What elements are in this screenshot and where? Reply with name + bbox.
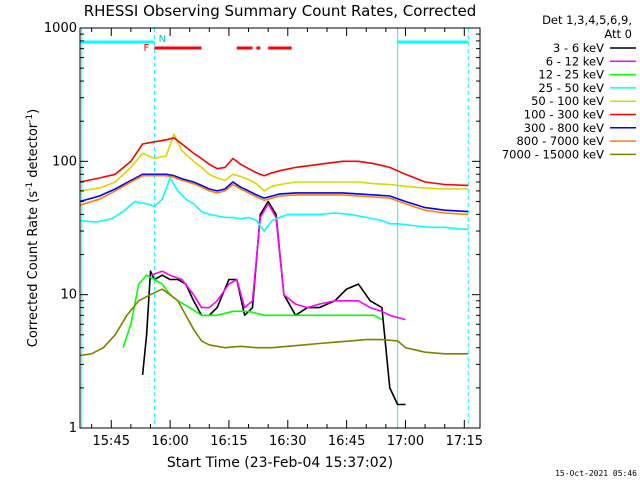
x-tick-label-5: 17:00: [387, 434, 424, 449]
y-tick-label-2: 100: [52, 154, 77, 169]
legend-label-4: 50 - 100 keV: [531, 94, 604, 108]
series-line-8: [79, 288, 469, 357]
series-line-6: [79, 173, 469, 213]
y-tick-label-1: 10: [60, 288, 77, 303]
legend-label-1: 6 - 12 keV: [546, 54, 604, 68]
legend-label-5: 100 - 300 keV: [524, 108, 604, 122]
plot-frame: [79, 27, 481, 429]
legend-label-0: 3 - 6 keV: [553, 41, 604, 55]
x-tick-label-3: 16:30: [269, 434, 306, 449]
chart-title: RHESSI Observing Summary Count Rates, Co…: [84, 2, 477, 20]
y-axis-label: Corrected Count Rate (s-1 detector-1): [25, 109, 41, 347]
y-tick-label-0: 1: [69, 421, 77, 436]
legend-label-6: 300 - 800 keV: [524, 121, 604, 135]
series-line-0: [141, 200, 406, 406]
y-tick-label-3: 1000: [44, 21, 77, 36]
axes: 1 10 100 1000 15:45 16:00 16:15 16:30 16:45 17:00…: [44, 21, 483, 449]
x-tick-label-0: 15:45: [93, 434, 130, 449]
x-tick-label-4: 16:45: [328, 434, 365, 449]
x-tick-label-2: 16:15: [210, 434, 247, 449]
series-layer: [79, 133, 469, 406]
flare-marker: F: [144, 43, 150, 54]
x-tick-label-1: 16:00: [151, 434, 188, 449]
series-line-7: [79, 174, 469, 216]
legend-label-2: 12 - 25 keV: [538, 68, 604, 82]
footer-date: 15-Oct-2021 05:46: [555, 469, 637, 478]
series-line-3: [79, 177, 469, 232]
legend-label-7: 800 - 7000 keV: [516, 134, 604, 148]
series-line-2: [122, 274, 383, 348]
plot-area: FN: [79, 28, 469, 428]
legend-label-8: 7000 - 15000 keV: [502, 147, 604, 161]
series-line-4: [79, 133, 469, 192]
series-line-1: [150, 203, 406, 321]
x-tick-label-6: 17:15: [446, 434, 483, 449]
legend-header-line-2: Att 0: [604, 27, 632, 41]
x-axis-label: Start Time (23-Feb-04 15:37:02): [167, 455, 393, 471]
legend-label-3: 25 - 50 keV: [538, 81, 604, 95]
night-marker: N: [159, 34, 166, 45]
legend-header-line-1: Det 1,3,4,5,6,9,: [542, 13, 632, 27]
series-line-5: [79, 137, 469, 187]
